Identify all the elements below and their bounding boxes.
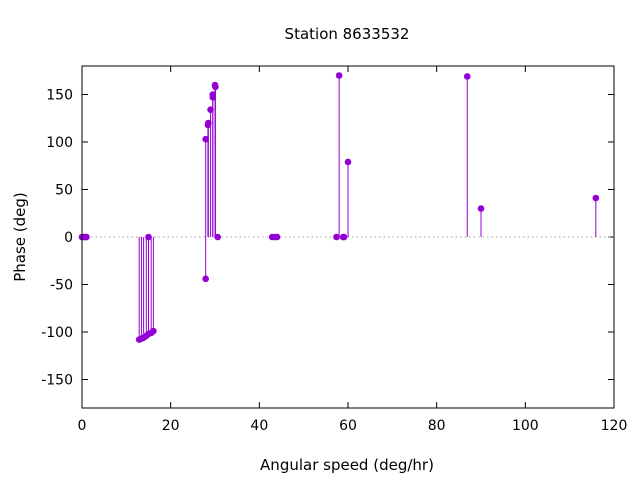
chart-title: Station 8633532 xyxy=(285,25,410,43)
x-tick-label: 40 xyxy=(250,418,268,434)
y-tick-label: -100 xyxy=(41,325,73,341)
data-point xyxy=(340,233,348,241)
data-point xyxy=(463,73,471,80)
data-point xyxy=(273,233,281,241)
y-tick-label: 100 xyxy=(46,135,73,151)
data-point xyxy=(344,158,352,166)
x-tick-label: 80 xyxy=(428,418,446,434)
x-tick-label: 20 xyxy=(162,418,180,434)
x-tick-label: 100 xyxy=(512,418,539,434)
data-point xyxy=(477,205,485,212)
tick-layer: 0 20 40 60 80 100 120 -150 -100 -50 0 50 100 150 xyxy=(41,66,627,434)
x-tick-label: 0 xyxy=(78,418,87,434)
data-point xyxy=(83,233,90,241)
y-tick-label: 50 xyxy=(55,183,73,199)
data-point xyxy=(202,275,209,283)
data-point xyxy=(214,233,221,241)
data-point xyxy=(150,327,157,335)
plot-frame xyxy=(81,65,615,409)
data-marks xyxy=(78,72,600,343)
data-point xyxy=(202,135,209,143)
data-point xyxy=(207,106,214,113)
y-axis-label: Phase (deg) xyxy=(11,192,29,282)
x-tick-label: 120 xyxy=(601,418,628,434)
x-tick-label: 60 xyxy=(339,418,357,434)
data-point xyxy=(592,194,600,202)
data-point xyxy=(205,119,212,127)
data-point xyxy=(335,72,343,79)
y-tick-label: 0 xyxy=(64,230,73,246)
x-axis-label: Angular speed (deg/hr) xyxy=(260,456,434,474)
data-point xyxy=(212,83,219,91)
data-point xyxy=(333,233,340,241)
y-tick-label: -150 xyxy=(41,373,73,389)
y-tick-label: 150 xyxy=(46,88,73,104)
data-point xyxy=(209,91,217,98)
y-tick-label: -50 xyxy=(50,278,73,294)
